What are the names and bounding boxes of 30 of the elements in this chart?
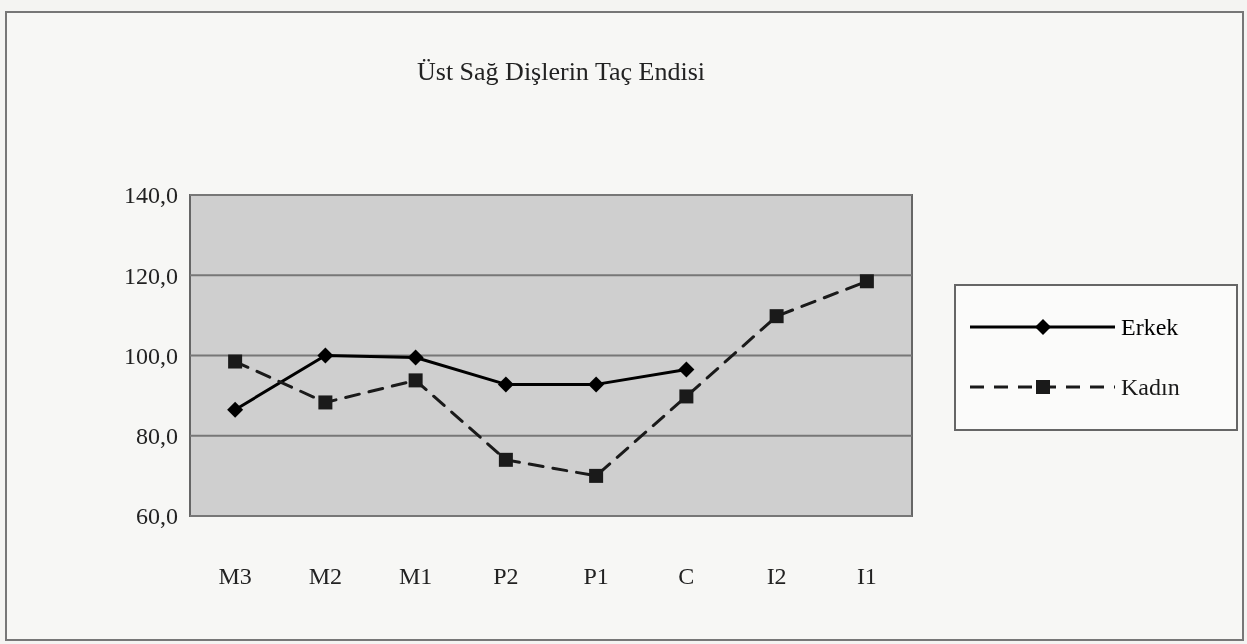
y-tick-label: 120,0 [124,262,178,289]
point [497,376,514,393]
text: Kadın [1121,374,1180,401]
y-tick-label: 60,0 [136,503,178,530]
chart-title: Üst Sağ Dişlerin Taç Endisi [416,57,706,86]
point [769,309,784,324]
point [407,349,424,366]
x-tick-label: M1 [398,563,433,589]
x-tick-label: M2 [308,563,343,589]
point [317,347,334,364]
point [678,361,695,378]
point [227,401,244,418]
y-tick-label: 80,0 [136,423,178,450]
point [588,376,605,393]
point [408,373,423,388]
x-tick-label: C [678,563,695,589]
point [859,274,874,289]
y-tick-label: 140,0 [124,182,178,209]
point [679,389,694,404]
point [498,452,513,467]
x-tick-label: P1 [583,563,609,589]
x-tick-label: P2 [493,563,519,589]
point [318,395,333,410]
point [228,354,243,369]
x-tick-label: I2 [766,563,787,589]
x-tick-label: M3 [218,563,252,589]
point [589,468,604,483]
text: Erkek [1121,314,1179,341]
x-tick-label: I1 [856,563,877,589]
y-tick-label: 100,0 [124,342,178,369]
